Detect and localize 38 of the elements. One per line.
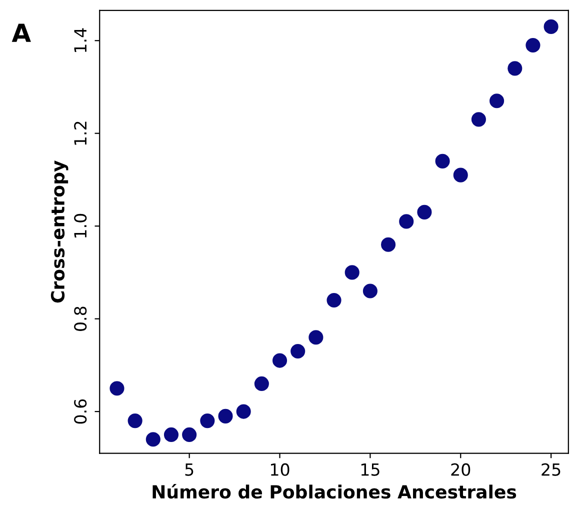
x-tick-label: 5 [185,463,194,476]
y-axis-title: Cross-entropy [50,160,68,303]
point [508,61,522,76]
point [290,344,306,359]
y-tick-label: 0.6 [74,399,87,424]
x-tick-label: 25 [542,463,560,476]
point [435,154,450,168]
point [344,265,360,280]
point [254,376,269,391]
point [308,330,324,345]
point [110,381,124,396]
point [490,94,504,108]
x-tick-label: 15 [361,463,380,476]
point [399,214,414,229]
point [362,284,378,298]
point [182,427,197,442]
point [526,38,540,53]
point [471,112,486,127]
point [236,404,251,419]
point [453,168,468,182]
point [218,408,233,424]
point [146,432,160,447]
y-tick-label: 1.0 [74,214,87,238]
y-tick-label: 1.4 [74,28,86,52]
x-axis-title: Número de Poblaciones Ancestrales [152,484,516,499]
point [380,237,396,252]
point [417,204,432,220]
x-tick-label: 20 [451,463,470,476]
point [164,427,179,442]
x-tick-label: 10 [270,463,290,476]
point [326,292,342,308]
point [272,353,288,368]
text: A [12,24,31,42]
y-tick-label: 0.8 [74,306,87,331]
point [200,414,215,428]
point [544,19,558,34]
point [128,414,142,428]
y-tick-label: 1.2 [74,122,86,145]
